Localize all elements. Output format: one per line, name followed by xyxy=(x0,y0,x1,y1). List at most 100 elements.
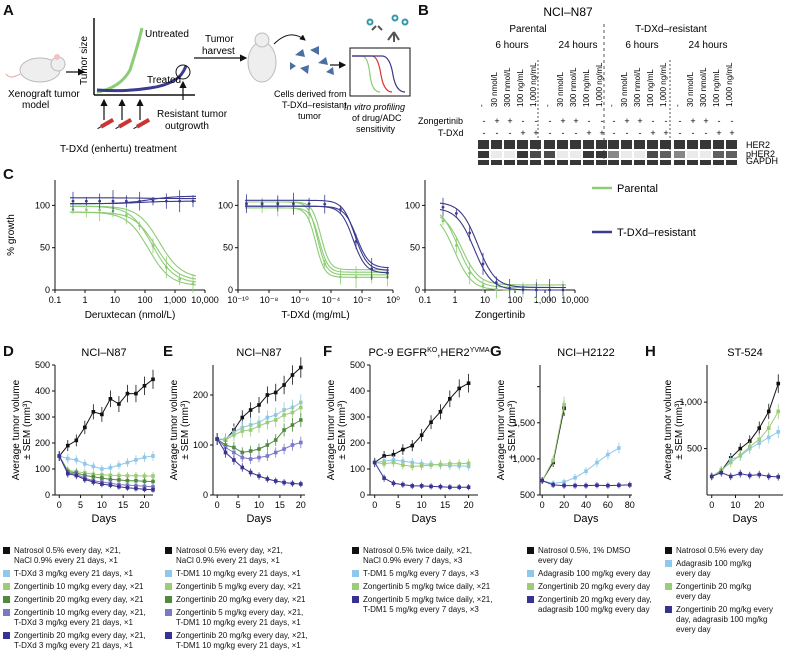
dh-xlabel: Days xyxy=(246,513,272,525)
panel-h-title: ST-524 xyxy=(727,347,762,359)
dh-point xyxy=(273,418,278,422)
dh-ytick: 300 xyxy=(350,412,365,422)
legend-e-item: Natrosol 0.5% every day, ×21, NaCl 0.9% … xyxy=(165,546,325,566)
dh-point xyxy=(299,365,303,370)
lane-label: 100 ng/mL xyxy=(646,69,655,107)
c-xtick: 10⁻² xyxy=(353,295,371,305)
c-xtick: 1,000 xyxy=(164,295,187,305)
invitro-curve-blue xyxy=(352,55,406,93)
invitro-label-3: sensitivity xyxy=(356,124,396,134)
adc-molecule-icon xyxy=(366,14,409,42)
dh-xlabel: Days xyxy=(732,513,758,525)
dh-point xyxy=(74,458,79,462)
dh-point xyxy=(562,480,566,484)
c-curve-resistant xyxy=(439,208,566,291)
legend-d-item: Zongertinib 10 mg/kg every day, ×21, T-D… xyxy=(3,608,163,628)
legend-text: Natrosol 0.5% every day, ×21, NaCl 0.9% … xyxy=(14,546,121,565)
syringe-icon xyxy=(97,118,151,130)
blot-band-her2 xyxy=(517,140,528,149)
dh-point xyxy=(728,474,733,479)
dh-point xyxy=(142,484,147,488)
dh-point xyxy=(83,462,87,466)
panel-g-title: NCI–H2122 xyxy=(557,347,614,359)
c-point xyxy=(151,244,155,248)
zong-sign: + xyxy=(637,116,642,126)
blot-band-pher2 xyxy=(570,151,581,158)
panel-label-a: A xyxy=(3,2,14,19)
zong-sign: - xyxy=(613,116,616,126)
xenograft-label-2: model xyxy=(22,100,49,111)
dh-point xyxy=(551,458,555,463)
tdxd-sign: + xyxy=(599,128,604,138)
dh-point xyxy=(401,463,405,467)
dh-point xyxy=(117,484,121,489)
dh-point xyxy=(391,481,396,486)
dh-point xyxy=(438,484,443,489)
dh-xtick: 5 xyxy=(396,500,401,510)
dh-point xyxy=(142,479,147,484)
c-curve-parental xyxy=(70,211,197,286)
blot-band-gapdh xyxy=(557,160,568,165)
dh-point xyxy=(248,408,253,412)
dh-point xyxy=(776,409,781,414)
legend-text: T-DXd 3 mg/kg every 21 days, ×1 xyxy=(14,569,133,578)
dh-point xyxy=(584,483,588,488)
tdxd-sign: - xyxy=(692,128,695,138)
tdxd-sign: + xyxy=(716,128,721,138)
mouse-icon xyxy=(5,54,66,83)
legend-e-item: Zongertinib 5 mg/kg every day, ×21, T-DM… xyxy=(165,608,325,628)
c-ytick: 50 xyxy=(223,243,233,253)
dh-point xyxy=(151,479,155,484)
dh-point xyxy=(540,478,544,483)
zong-sign: + xyxy=(494,116,499,126)
dh-point xyxy=(573,483,577,488)
blot-band-her2 xyxy=(570,140,581,149)
dh-point xyxy=(628,483,632,487)
zong-sign: - xyxy=(731,116,734,126)
dh-point xyxy=(410,443,415,448)
blot-band-pher2 xyxy=(583,151,594,158)
dh-point xyxy=(776,381,781,386)
panel-f-title: PC-9 EGFRKO,HER2YVMA xyxy=(368,347,489,359)
c-ylabel: % growth xyxy=(6,214,17,256)
dh-xtick: 15 xyxy=(118,500,128,510)
legend-f: Natrosol 0.5% twice daily, ×21, NaCl 0.9… xyxy=(352,546,512,618)
c-ytick: 100 xyxy=(405,200,420,210)
panel-label-d: D xyxy=(3,343,14,360)
time-label-r24: 24 hours xyxy=(689,40,728,51)
legend-text: Zongertinib 20 mg/kg every day, ×21, T-D… xyxy=(14,631,146,650)
legend-swatch xyxy=(352,547,359,554)
dh-point xyxy=(617,446,621,450)
dh-xtick: 20 xyxy=(464,500,474,510)
lane-label: 30 nmol/L xyxy=(620,71,629,107)
legend-g-item: Zongertinib 20 mg/kg every day xyxy=(527,582,652,592)
c-point xyxy=(354,275,358,279)
legend-text: Zongertinib 5 mg/kg twice daily, ×21, T-… xyxy=(363,595,493,614)
blot-band-pher2 xyxy=(478,151,489,158)
dh-ytick: 1,000 xyxy=(512,454,535,464)
tdxd-sign: - xyxy=(549,128,552,138)
legend-swatch xyxy=(3,570,10,577)
dh-xlabel: Days xyxy=(91,513,117,525)
tdxd-sign: - xyxy=(705,128,708,138)
tdxd-sign: - xyxy=(575,128,578,138)
dh-point xyxy=(240,450,245,455)
c-ytick: 0 xyxy=(415,285,420,295)
blot-label-gapdh: GAPDH xyxy=(746,156,778,166)
dh-ytick: 200 xyxy=(35,438,50,448)
mouse-icon-2 xyxy=(247,32,277,83)
lane-label: - xyxy=(477,104,486,107)
blot-band-pher2 xyxy=(700,151,711,158)
tdxd-sign: + xyxy=(729,128,734,138)
c-point xyxy=(245,202,248,206)
dh-ylabel-2: ± SEM (mm³) xyxy=(180,400,191,459)
legend-text: Zongertinib 5 mg/kg every day, ×21, T-DM… xyxy=(176,608,304,627)
dh-point xyxy=(429,420,433,424)
dh-point xyxy=(757,472,762,477)
lane-label: 100 ng/mL xyxy=(516,69,525,107)
zong-sign: + xyxy=(507,116,512,126)
dh-point xyxy=(738,471,743,476)
blot-band-pher2 xyxy=(517,151,528,158)
row-label-zongertinib: Zongertinib xyxy=(418,116,463,126)
c-point xyxy=(338,275,342,279)
